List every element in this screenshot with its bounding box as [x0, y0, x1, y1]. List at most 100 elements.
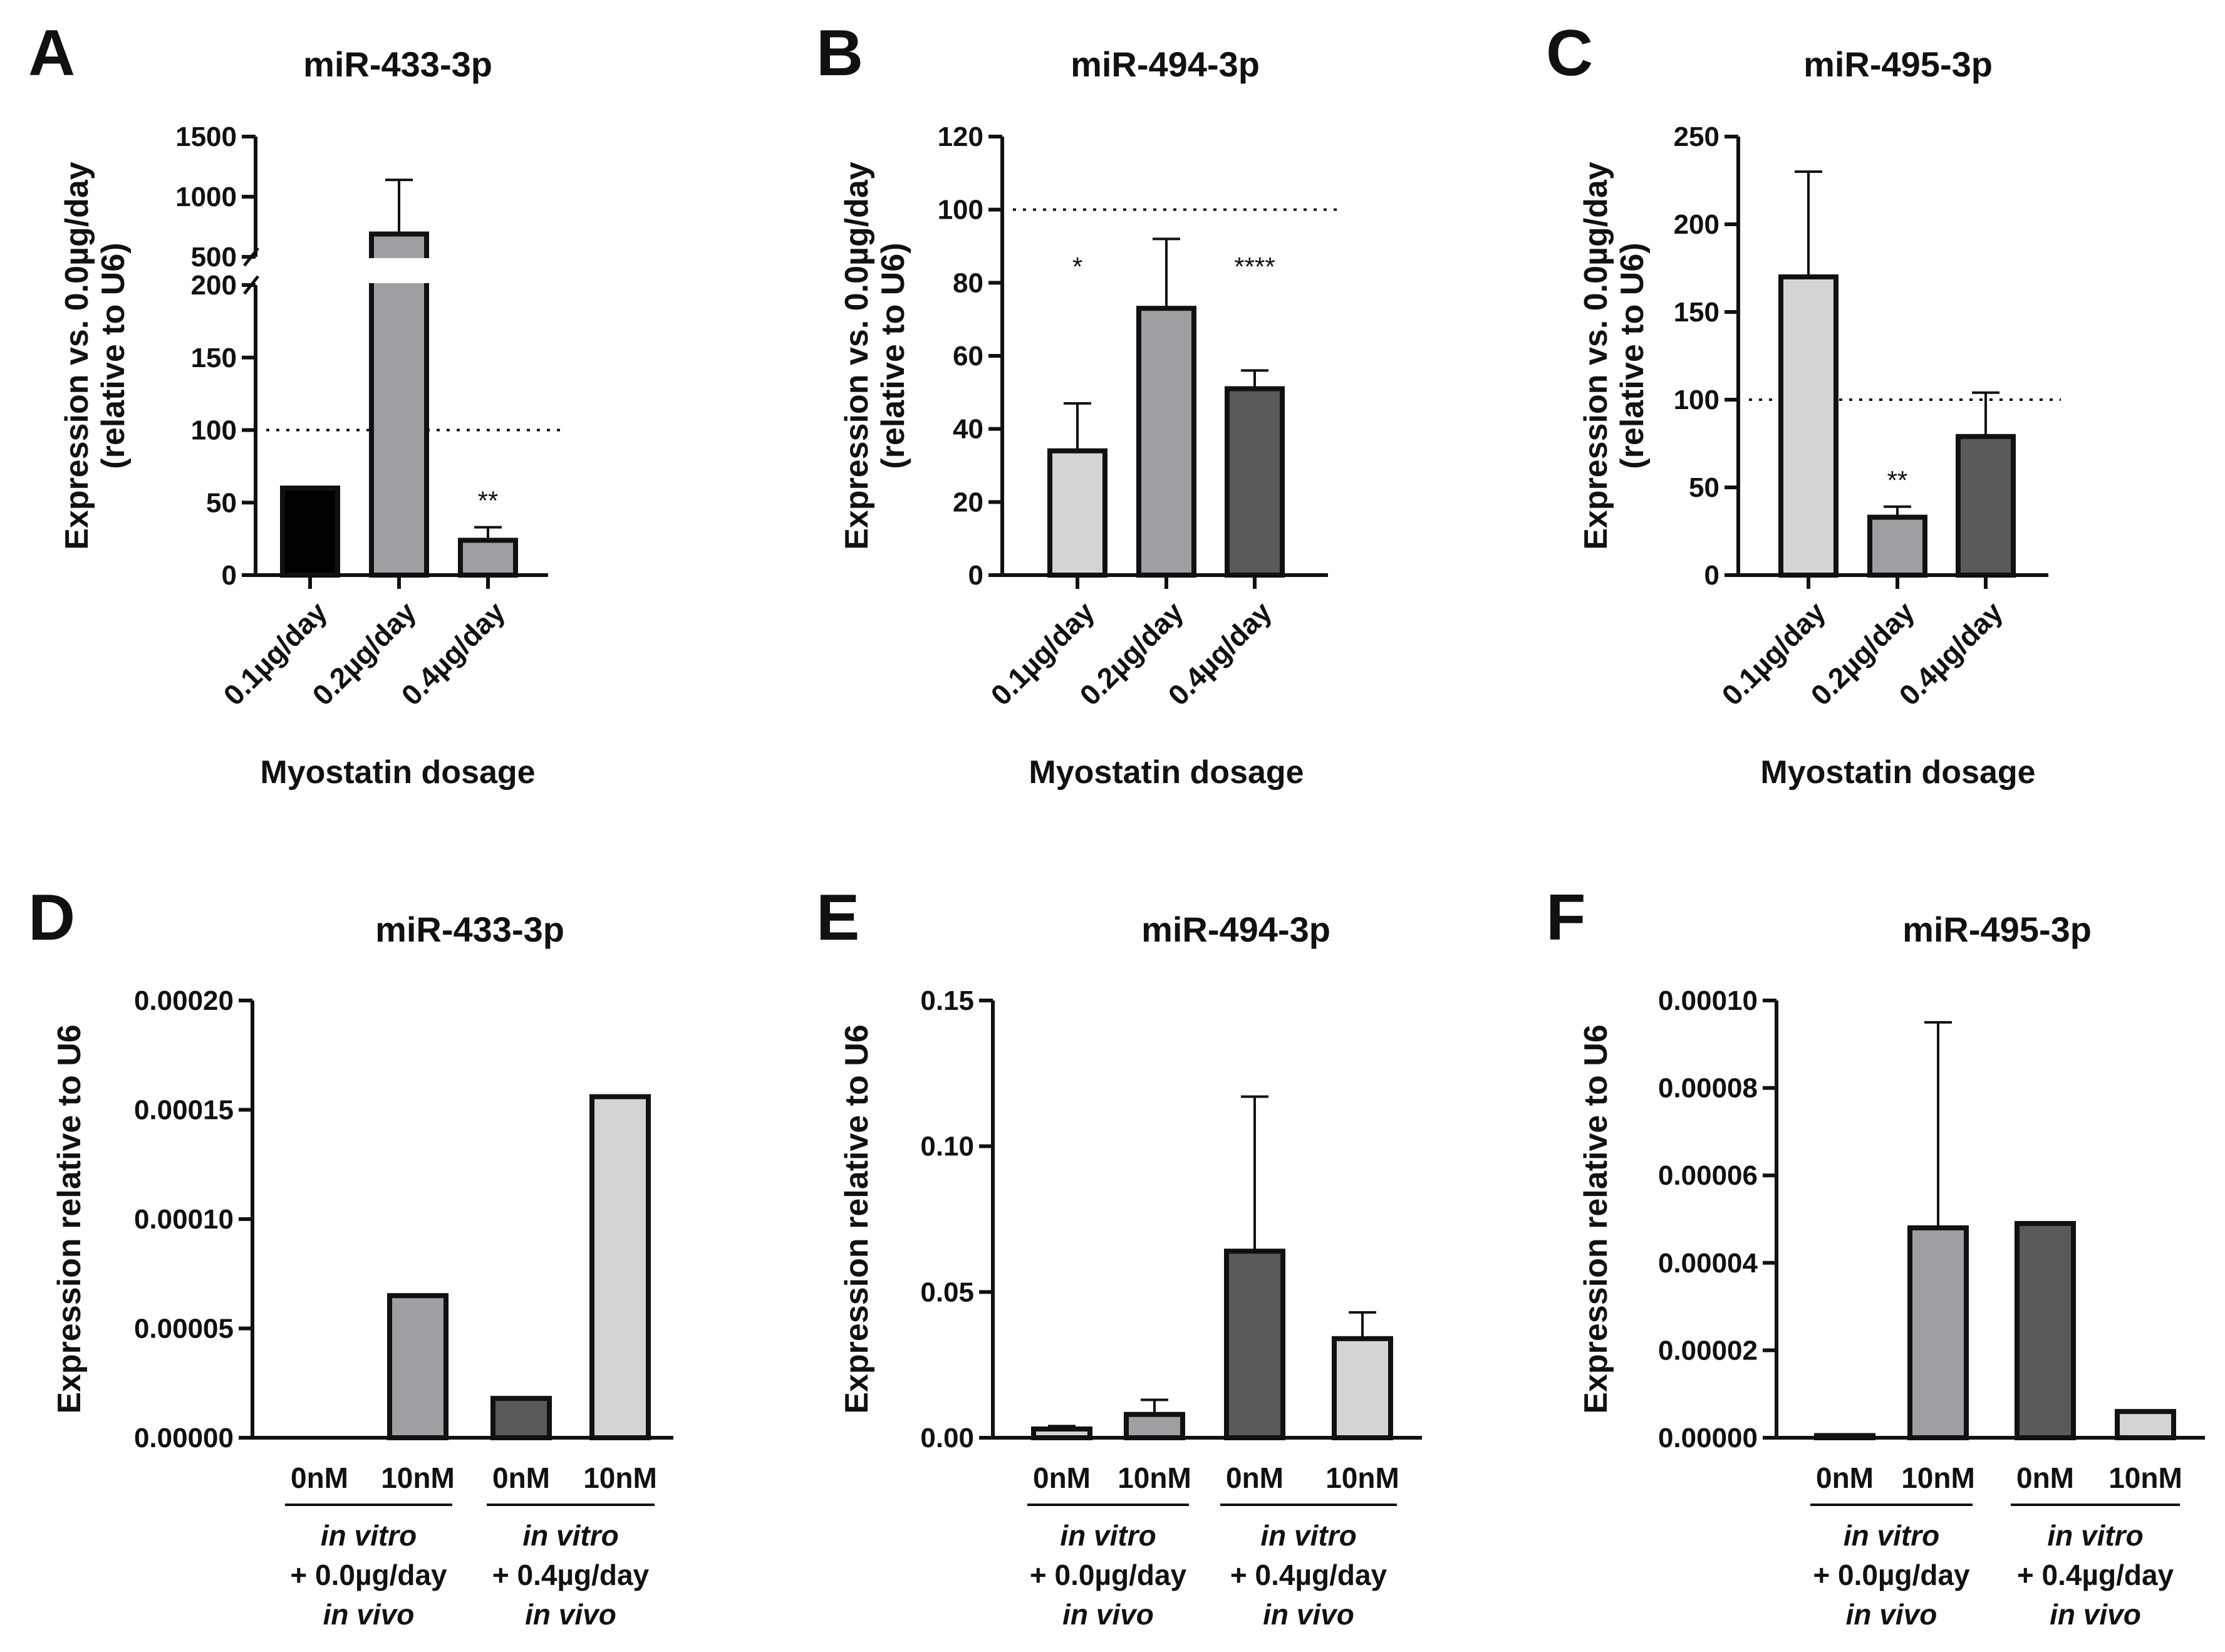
group-label: in vitro	[2047, 1519, 2143, 1552]
bar	[1814, 1433, 1875, 1441]
x-tick-label: 0nM	[2016, 1462, 2074, 1494]
x-axis-label: Myostatin dosage	[260, 754, 535, 791]
y-tick-label: 0.00010	[134, 1204, 234, 1235]
y-axis-label: Expression vs. 0.0µg/day	[839, 162, 875, 550]
y-tick-label: 0	[1704, 560, 1719, 591]
y-tick-label: 0.05	[920, 1277, 974, 1307]
x-axis-label: Myostatin dosage	[1760, 754, 2035, 791]
group-label: + 0.0µg/day	[290, 1559, 447, 1591]
panel-letter: C	[1546, 17, 1593, 90]
y-axis-label: Expression vs. 0.0µg/day	[59, 162, 95, 550]
y-axis-label: Expression vs. 0.0µg/day	[1578, 162, 1614, 550]
y-tick-label: 0.00008	[1658, 1073, 1758, 1104]
chart-title: miR-495-3p	[1902, 910, 2092, 949]
bar	[1956, 434, 2016, 578]
y-tick-label: 100	[191, 415, 237, 446]
y-tick-label: 0.00000	[1658, 1423, 1758, 1453]
y-tick-label: 250	[1674, 122, 1719, 152]
x-tick-label: 10nM	[1118, 1462, 1191, 1494]
x-tick-label: 0nM	[492, 1462, 550, 1494]
y-tick-label: 500	[191, 242, 237, 273]
panel-letter: F	[1546, 881, 1586, 954]
y-tick-label: 0.00000	[134, 1423, 234, 1453]
bar	[1047, 448, 1107, 578]
bar	[2115, 1409, 2176, 1441]
x-tick-label: 10nM	[583, 1462, 657, 1494]
bar	[1124, 1411, 1185, 1441]
y-tick-label: 0.00006	[1658, 1160, 1758, 1191]
bar	[280, 486, 340, 578]
group-label: in vitro	[1060, 1519, 1156, 1552]
bar	[589, 1094, 651, 1441]
y-tick-label: 60	[953, 341, 983, 371]
y-tick-label: 200	[1674, 209, 1719, 240]
x-tick-label: 10nM	[1325, 1462, 1399, 1494]
group-label: in vivo	[1263, 1598, 1354, 1631]
panel-letter: D	[28, 881, 75, 954]
y-tick-label: 0	[222, 560, 237, 591]
y-tick-label: 0.00004	[1658, 1248, 1758, 1279]
y-tick-label: 1000	[175, 182, 237, 212]
y-tick-label: 80	[953, 268, 983, 298]
y-tick-label: 0.10	[920, 1131, 974, 1162]
x-tick-label: 0nM	[1816, 1462, 1874, 1494]
y-tick-label: 200	[191, 270, 237, 301]
x-tick-label: 0nM	[1226, 1462, 1284, 1494]
y-tick-label: 0.00020	[134, 985, 234, 1016]
y-tick-label: 100	[1674, 385, 1719, 415]
group-label: + 0.0µg/day	[1030, 1559, 1187, 1591]
y-tick-label: 20	[953, 487, 983, 517]
bar	[2015, 1220, 2076, 1440]
significance-label: **	[478, 486, 499, 516]
bar	[1224, 1249, 1285, 1440]
group-label: in vivo	[1062, 1598, 1154, 1631]
y-tick-label: 1500	[175, 122, 237, 152]
y-tick-label: 0	[968, 560, 983, 591]
panel-letter: E	[816, 881, 859, 954]
y-axis-label: Expression relative to U6	[1578, 1024, 1614, 1413]
panel-letter: A	[28, 17, 75, 90]
chart-title: miR-433-3p	[303, 44, 492, 84]
x-tick-label: 0nM	[1033, 1462, 1091, 1494]
chart-title: miR-433-3p	[375, 910, 564, 949]
chart-title: miR-495-3p	[1803, 44, 1993, 84]
group-label: in vivo	[323, 1598, 415, 1631]
bar	[387, 1293, 449, 1440]
y-tick-label: 150	[191, 343, 237, 373]
y-tick-label: 0.00010	[1658, 985, 1758, 1016]
bar	[1778, 274, 1839, 578]
x-tick-label: 0nM	[291, 1462, 348, 1494]
group-label: in vitro	[522, 1519, 618, 1552]
group-label: in vivo	[2050, 1598, 2141, 1631]
y-tick-label: 50	[206, 487, 237, 518]
y-tick-label: 0.00005	[134, 1314, 234, 1344]
y-tick-label: 150	[1674, 297, 1719, 328]
bar	[1031, 1426, 1092, 1441]
y-tick-label: 120	[938, 122, 983, 152]
y-axis-label: (relative to U6)	[95, 242, 132, 469]
y-tick-label: 50	[1689, 472, 1719, 503]
bar	[1136, 306, 1196, 578]
y-axis-label: Expression relative to U6	[839, 1024, 875, 1413]
bar	[369, 231, 429, 578]
y-tick-label: 40	[953, 414, 983, 445]
bar	[490, 1396, 552, 1440]
y-tick-label: 0.00	[920, 1423, 974, 1453]
y-tick-label: 0.00002	[1658, 1335, 1758, 1366]
y-axis-label: (relative to U6)	[1614, 242, 1651, 469]
x-axis-label: Myostatin dosage	[1029, 754, 1304, 791]
group-label: + 0.4µg/day	[2017, 1559, 2174, 1591]
x-tick-label: 10nM	[381, 1462, 455, 1494]
group-label: + 0.0µg/day	[1813, 1559, 1970, 1591]
group-label: in vivo	[525, 1598, 616, 1631]
y-tick-label: 100	[938, 195, 983, 226]
panel-letter: B	[816, 17, 863, 90]
y-tick-label: 0.15	[920, 985, 974, 1016]
chart-title: miR-494-3p	[1141, 910, 1330, 949]
